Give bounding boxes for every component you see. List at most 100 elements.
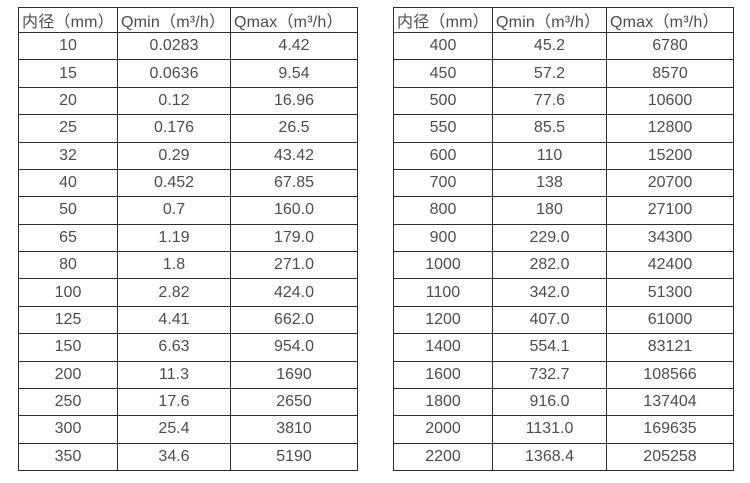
table-cell: 700 <box>393 168 493 198</box>
table-cell: 43.42 <box>230 141 358 170</box>
header-row: 内径（mm） Qmin（m³/h） Qmax（m³/h） <box>393 7 734 33</box>
table-cell: 600 <box>393 141 493 170</box>
table-row: 100 2.82 424.0 <box>18 278 358 307</box>
table-row: 300 25.4 3810 <box>18 415 358 444</box>
table-cell: 0.7 <box>117 196 231 225</box>
table-row: 80 1.8 271.0 <box>18 250 358 280</box>
table-cell: 3810 <box>230 415 358 444</box>
table-cell: 1000 <box>393 250 493 280</box>
table-cell: 1.8 <box>117 250 231 280</box>
table-cell: 40 <box>18 168 118 198</box>
table-cell: 350 <box>18 442 118 472</box>
table-cell: 6.63 <box>117 333 231 362</box>
table-cell: 5190 <box>230 442 358 472</box>
table-cell: 110 <box>492 141 607 170</box>
table-row: 15 0.0636 9.54 <box>18 59 358 88</box>
table-row: 25 0.176 26.5 <box>18 114 358 143</box>
table-cell: 125 <box>18 305 118 335</box>
tables-container: 内径（mm） Qmin（m³/h） Qmax（m³/h） 10 0.0283 4.42 15… <box>18 7 734 472</box>
table-row: 400 45.2 6780 <box>393 31 734 61</box>
table-cell: 137404 <box>606 387 734 417</box>
table-row: 550 85.5 12800 <box>393 114 734 143</box>
table-cell: 1131.0 <box>492 415 607 444</box>
table-row: 350 34.6 5190 <box>18 442 358 472</box>
table-cell: 200 <box>18 360 118 389</box>
table-cell: 27100 <box>606 196 734 225</box>
table-row: 200 11.3 1690 <box>18 360 358 389</box>
table-cell: 400 <box>393 31 493 61</box>
table-row: 600 110 15200 <box>393 141 734 170</box>
table-row: 150 6.63 954.0 <box>18 333 358 362</box>
column-header: 内径（mm） <box>18 7 118 33</box>
table-cell: 16.96 <box>230 86 358 116</box>
column-header: 内径（mm） <box>393 7 493 33</box>
table-cell: 17.6 <box>117 387 231 417</box>
table-row: 900 229.0 34300 <box>393 223 734 253</box>
flow-rate-table-small-diameters: 内径（mm） Qmin（m³/h） Qmax（m³/h） 10 0.0283 4.42 15… <box>18 7 358 472</box>
table-cell: 424.0 <box>230 278 358 307</box>
table-cell: 205258 <box>606 442 734 472</box>
table-cell: 954.0 <box>230 333 358 362</box>
table-cell: 450 <box>393 59 493 88</box>
column-header: Qmin（m³/h） <box>117 7 231 33</box>
table-cell: 4.41 <box>117 305 231 335</box>
table-cell: 2.82 <box>117 278 231 307</box>
table-row: 2200 1368.4 205258 <box>393 442 734 472</box>
table-cell: 12800 <box>606 114 734 143</box>
table-cell: 300 <box>18 415 118 444</box>
table-cell: 342.0 <box>492 278 607 307</box>
table-cell: 45.2 <box>492 31 607 61</box>
table-row: 1400 554.1 83121 <box>393 333 734 362</box>
table-cell: 0.0283 <box>117 31 231 61</box>
table-cell: 6780 <box>606 31 734 61</box>
table-cell: 85.5 <box>492 114 607 143</box>
table-cell: 108566 <box>606 360 734 389</box>
table-cell: 2650 <box>230 387 358 417</box>
table-row: 700 138 20700 <box>393 168 734 198</box>
table-row: 450 57.2 8570 <box>393 59 734 88</box>
table-cell: 0.0636 <box>117 59 231 88</box>
table-cell: 10 <box>18 31 118 61</box>
table-cell: 900 <box>393 223 493 253</box>
table-cell: 34300 <box>606 223 734 253</box>
table-cell: 250 <box>18 387 118 417</box>
table-cell: 4.42 <box>230 31 358 61</box>
table-cell: 1800 <box>393 387 493 417</box>
table-cell: 0.452 <box>117 168 231 198</box>
table-cell: 100 <box>18 278 118 307</box>
table-cell: 83121 <box>606 333 734 362</box>
table-row: 50 0.7 160.0 <box>18 196 358 225</box>
table-cell: 1690 <box>230 360 358 389</box>
table-cell: 800 <box>393 196 493 225</box>
table-cell: 34.6 <box>117 442 231 472</box>
table-cell: 15 <box>18 59 118 88</box>
table-row: 20 0.12 16.96 <box>18 86 358 116</box>
table-cell: 150 <box>18 333 118 362</box>
table-cell: 77.6 <box>492 86 607 116</box>
table-cell: 15200 <box>606 141 734 170</box>
table-cell: 11.3 <box>117 360 231 389</box>
table-cell: 26.5 <box>230 114 358 143</box>
table-cell: 550 <box>393 114 493 143</box>
column-header: Qmin（m³/h） <box>492 7 607 33</box>
table-row: 1800 916.0 137404 <box>393 387 734 417</box>
header-row: 内径（mm） Qmin（m³/h） Qmax（m³/h） <box>18 7 358 33</box>
table-cell: 0.176 <box>117 114 231 143</box>
table-cell: 1368.4 <box>492 442 607 472</box>
table-cell: 65 <box>18 223 118 253</box>
table-cell: 160.0 <box>230 196 358 225</box>
column-header: Qmax（m³/h） <box>230 7 358 33</box>
table-row: 32 0.29 43.42 <box>18 141 358 170</box>
table-row: 1000 282.0 42400 <box>393 250 734 280</box>
table-cell: 229.0 <box>492 223 607 253</box>
table-cell: 138 <box>492 168 607 198</box>
table-row: 800 180 27100 <box>393 196 734 225</box>
table-row: 2000 1131.0 169635 <box>393 415 734 444</box>
table-cell: 20700 <box>606 168 734 198</box>
table-row: 65 1.19 179.0 <box>18 223 358 253</box>
flow-rate-table-large-diameters: 内径（mm） Qmin（m³/h） Qmax（m³/h） 400 45.2 6780 450… <box>393 7 734 472</box>
table-cell: 32 <box>18 141 118 170</box>
table-cell: 732.7 <box>492 360 607 389</box>
table-cell: 25.4 <box>117 415 231 444</box>
table-cell: 180 <box>492 196 607 225</box>
